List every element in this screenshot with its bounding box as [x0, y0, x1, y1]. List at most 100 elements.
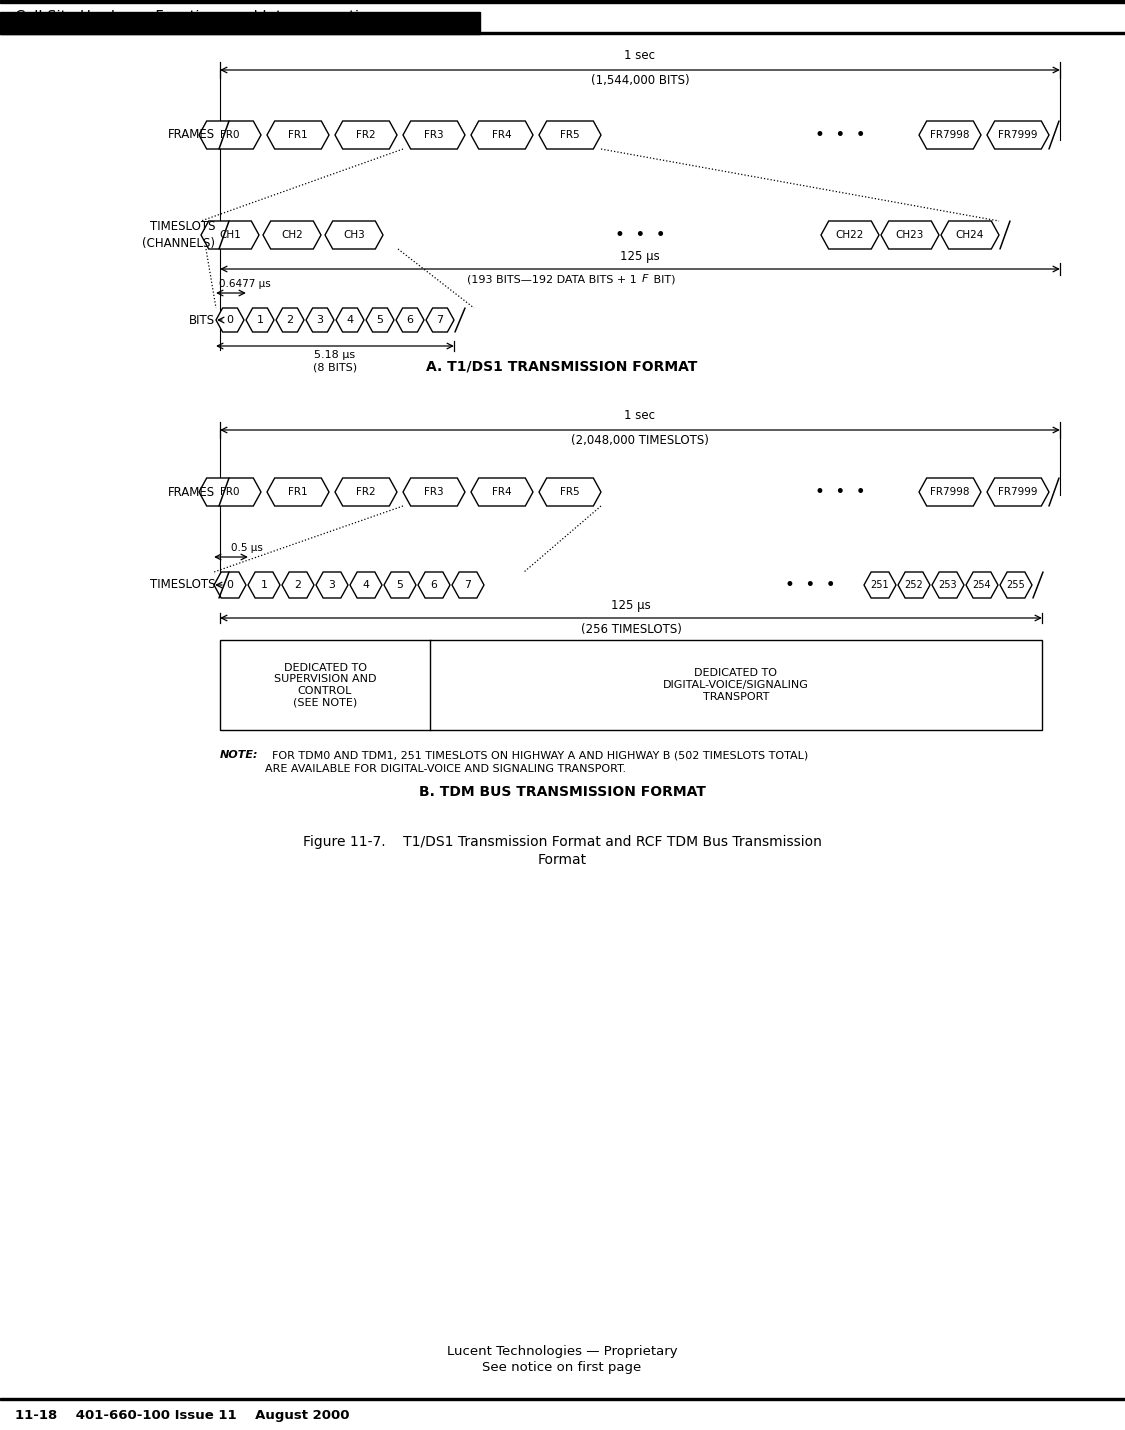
- Text: FR7999: FR7999: [998, 130, 1037, 140]
- Text: FR7998: FR7998: [930, 488, 970, 498]
- Text: CH1: CH1: [219, 230, 241, 240]
- Text: 7: 7: [465, 581, 471, 591]
- Polygon shape: [199, 478, 261, 506]
- Polygon shape: [403, 122, 465, 149]
- Text: See notice on first page: See notice on first page: [483, 1361, 641, 1374]
- Text: ARE AVAILABLE FOR DIGITAL-VOICE AND SIGNALING TRANSPORT.: ARE AVAILABLE FOR DIGITAL-VOICE AND SIGN…: [266, 764, 627, 774]
- Text: (1,544,000 BITS): (1,544,000 BITS): [591, 74, 690, 87]
- Text: BITS: BITS: [189, 313, 215, 326]
- Text: 5: 5: [397, 581, 404, 591]
- Text: •  •  •: • • •: [814, 126, 865, 144]
- Text: FR7998: FR7998: [930, 130, 970, 140]
- Polygon shape: [335, 478, 397, 506]
- Text: •  •  •: • • •: [614, 226, 665, 245]
- Polygon shape: [539, 122, 601, 149]
- Polygon shape: [246, 307, 274, 332]
- Text: FR1: FR1: [288, 130, 308, 140]
- Polygon shape: [199, 122, 261, 149]
- Polygon shape: [418, 572, 450, 598]
- Text: 1 sec: 1 sec: [624, 49, 656, 61]
- Text: FR4: FR4: [493, 488, 512, 498]
- Text: FR7999: FR7999: [998, 488, 1037, 498]
- Text: •  •  •: • • •: [814, 483, 865, 500]
- Text: FR0: FR0: [220, 130, 240, 140]
- Text: CH3: CH3: [343, 230, 364, 240]
- Text: 1: 1: [261, 581, 268, 591]
- Text: FR5: FR5: [560, 488, 579, 498]
- Text: FR5: FR5: [560, 130, 579, 140]
- Text: Format: Format: [538, 854, 586, 867]
- Text: 251: 251: [871, 581, 890, 591]
- Text: CH2: CH2: [281, 230, 303, 240]
- Text: 255: 255: [1007, 581, 1025, 591]
- Text: 253: 253: [938, 581, 957, 591]
- Polygon shape: [263, 222, 321, 249]
- Text: (193 BITS—192 DATA BITS + 1: (193 BITS—192 DATA BITS + 1: [467, 275, 640, 285]
- Polygon shape: [366, 307, 394, 332]
- Polygon shape: [987, 478, 1048, 506]
- Text: FR4: FR4: [493, 130, 512, 140]
- Text: TIMESLOTS: TIMESLOTS: [150, 220, 215, 233]
- Text: FRAMES: FRAMES: [168, 486, 215, 499]
- Polygon shape: [316, 572, 348, 598]
- Text: 2: 2: [295, 581, 302, 591]
- Polygon shape: [267, 478, 328, 506]
- Text: 0: 0: [226, 581, 234, 591]
- Text: (8 BITS): (8 BITS): [313, 362, 357, 372]
- Polygon shape: [396, 307, 424, 332]
- Polygon shape: [336, 307, 364, 332]
- Text: CH22: CH22: [836, 230, 864, 240]
- Bar: [0, 1399, 1125, 1400]
- Text: 252: 252: [904, 581, 924, 591]
- Text: 11-18    401-660-100 Issue 11    August 2000: 11-18 401-660-100 Issue 11 August 2000: [15, 1409, 350, 1421]
- Text: •  •  •: • • •: [785, 576, 835, 593]
- Polygon shape: [932, 572, 964, 598]
- Text: Figure 11-7.    T1/DS1 Transmission Format and RCF TDM Bus Transmission: Figure 11-7. T1/DS1 Transmission Format …: [303, 835, 821, 849]
- Text: Cell Site Hardware Functions and Interconnections: Cell Site Hardware Functions and Interco…: [15, 10, 385, 26]
- Text: NOTE:: NOTE:: [220, 749, 259, 759]
- Text: FR3: FR3: [424, 130, 443, 140]
- Polygon shape: [276, 307, 304, 332]
- Text: DEDICATED TO
SUPERVISION AND
CONTROL
(SEE NOTE): DEDICATED TO SUPERVISION AND CONTROL (SE…: [273, 662, 376, 708]
- Text: (CHANNELS): (CHANNELS): [142, 236, 215, 249]
- Polygon shape: [306, 307, 334, 332]
- Text: 1: 1: [256, 315, 263, 325]
- Polygon shape: [335, 122, 397, 149]
- Text: F: F: [642, 275, 648, 285]
- Polygon shape: [864, 572, 896, 598]
- Polygon shape: [282, 572, 314, 598]
- Polygon shape: [919, 478, 981, 506]
- Polygon shape: [1000, 572, 1032, 598]
- Text: TIMESLOTS: TIMESLOTS: [150, 579, 215, 592]
- Polygon shape: [966, 572, 998, 598]
- Text: 4: 4: [346, 315, 353, 325]
- Polygon shape: [881, 222, 939, 249]
- Polygon shape: [426, 307, 454, 332]
- Text: 3: 3: [316, 315, 324, 325]
- Text: 5: 5: [377, 315, 384, 325]
- Polygon shape: [216, 307, 244, 332]
- Text: FOR TDM0 AND TDM1, 251 TIMESLOTS ON HIGHWAY A AND HIGHWAY B (502 TIMESLOTS TOTAL: FOR TDM0 AND TDM1, 251 TIMESLOTS ON HIGH…: [266, 749, 808, 759]
- Text: FR2: FR2: [357, 488, 376, 498]
- Polygon shape: [987, 122, 1048, 149]
- Text: FR3: FR3: [424, 488, 443, 498]
- Text: FR0: FR0: [220, 488, 240, 498]
- Polygon shape: [201, 222, 259, 249]
- Text: FR1: FR1: [288, 488, 308, 498]
- Text: 5.18 µs: 5.18 µs: [315, 350, 356, 360]
- Text: 125 µs: 125 µs: [611, 599, 651, 612]
- Bar: [0, 0, 1125, 3]
- Polygon shape: [919, 122, 981, 149]
- Text: 0.5 µs: 0.5 µs: [231, 543, 263, 553]
- Polygon shape: [898, 572, 930, 598]
- Polygon shape: [248, 572, 280, 598]
- Polygon shape: [471, 478, 533, 506]
- Text: 254: 254: [973, 581, 991, 591]
- Text: 0: 0: [226, 315, 234, 325]
- Text: 6: 6: [431, 581, 438, 591]
- Bar: [220, 641, 1042, 729]
- Text: 4: 4: [362, 581, 369, 591]
- Polygon shape: [471, 122, 533, 149]
- Bar: [0, 31, 1125, 34]
- Text: 7: 7: [436, 315, 443, 325]
